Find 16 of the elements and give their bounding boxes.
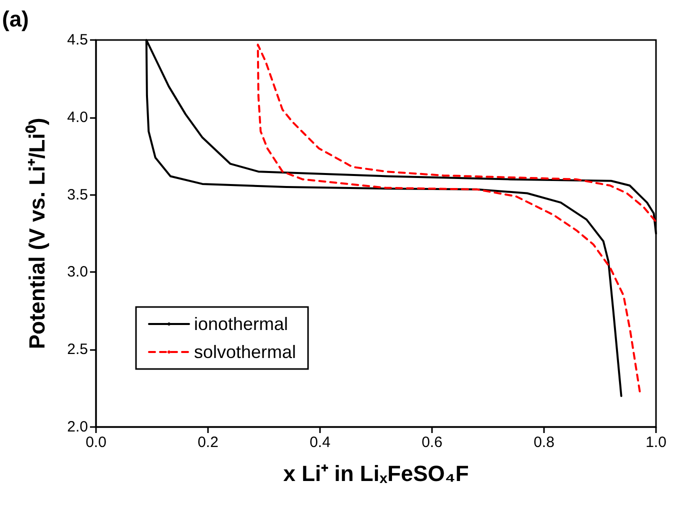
legend-label: ionothermal (194, 314, 288, 334)
x-tick-label: 1.0 (646, 434, 666, 451)
text: (a) (2, 6, 29, 32)
y-tick-label: 2.5 (67, 341, 88, 358)
x-tick-label: 0.8 (534, 434, 554, 451)
x-tick-label: 0.2 (198, 434, 218, 451)
y-tick-label: 4.0 (67, 108, 88, 126)
y-tick-label: 3.0 (67, 264, 88, 281)
y-axis-title: Potential (V vs. Li⁺/Li⁰) (24, 118, 50, 350)
x-tick-label: 0.6 (422, 434, 442, 451)
x-tick-label: 0.0 (86, 434, 106, 451)
y-tick-label: 2.0 (67, 418, 88, 436)
y-tick-label: 4.5 (67, 32, 88, 48)
legend-label: solvothermal (194, 342, 296, 362)
y-tick-label: 3.5 (67, 186, 88, 204)
x-tick-label: 0.4 (310, 434, 330, 451)
